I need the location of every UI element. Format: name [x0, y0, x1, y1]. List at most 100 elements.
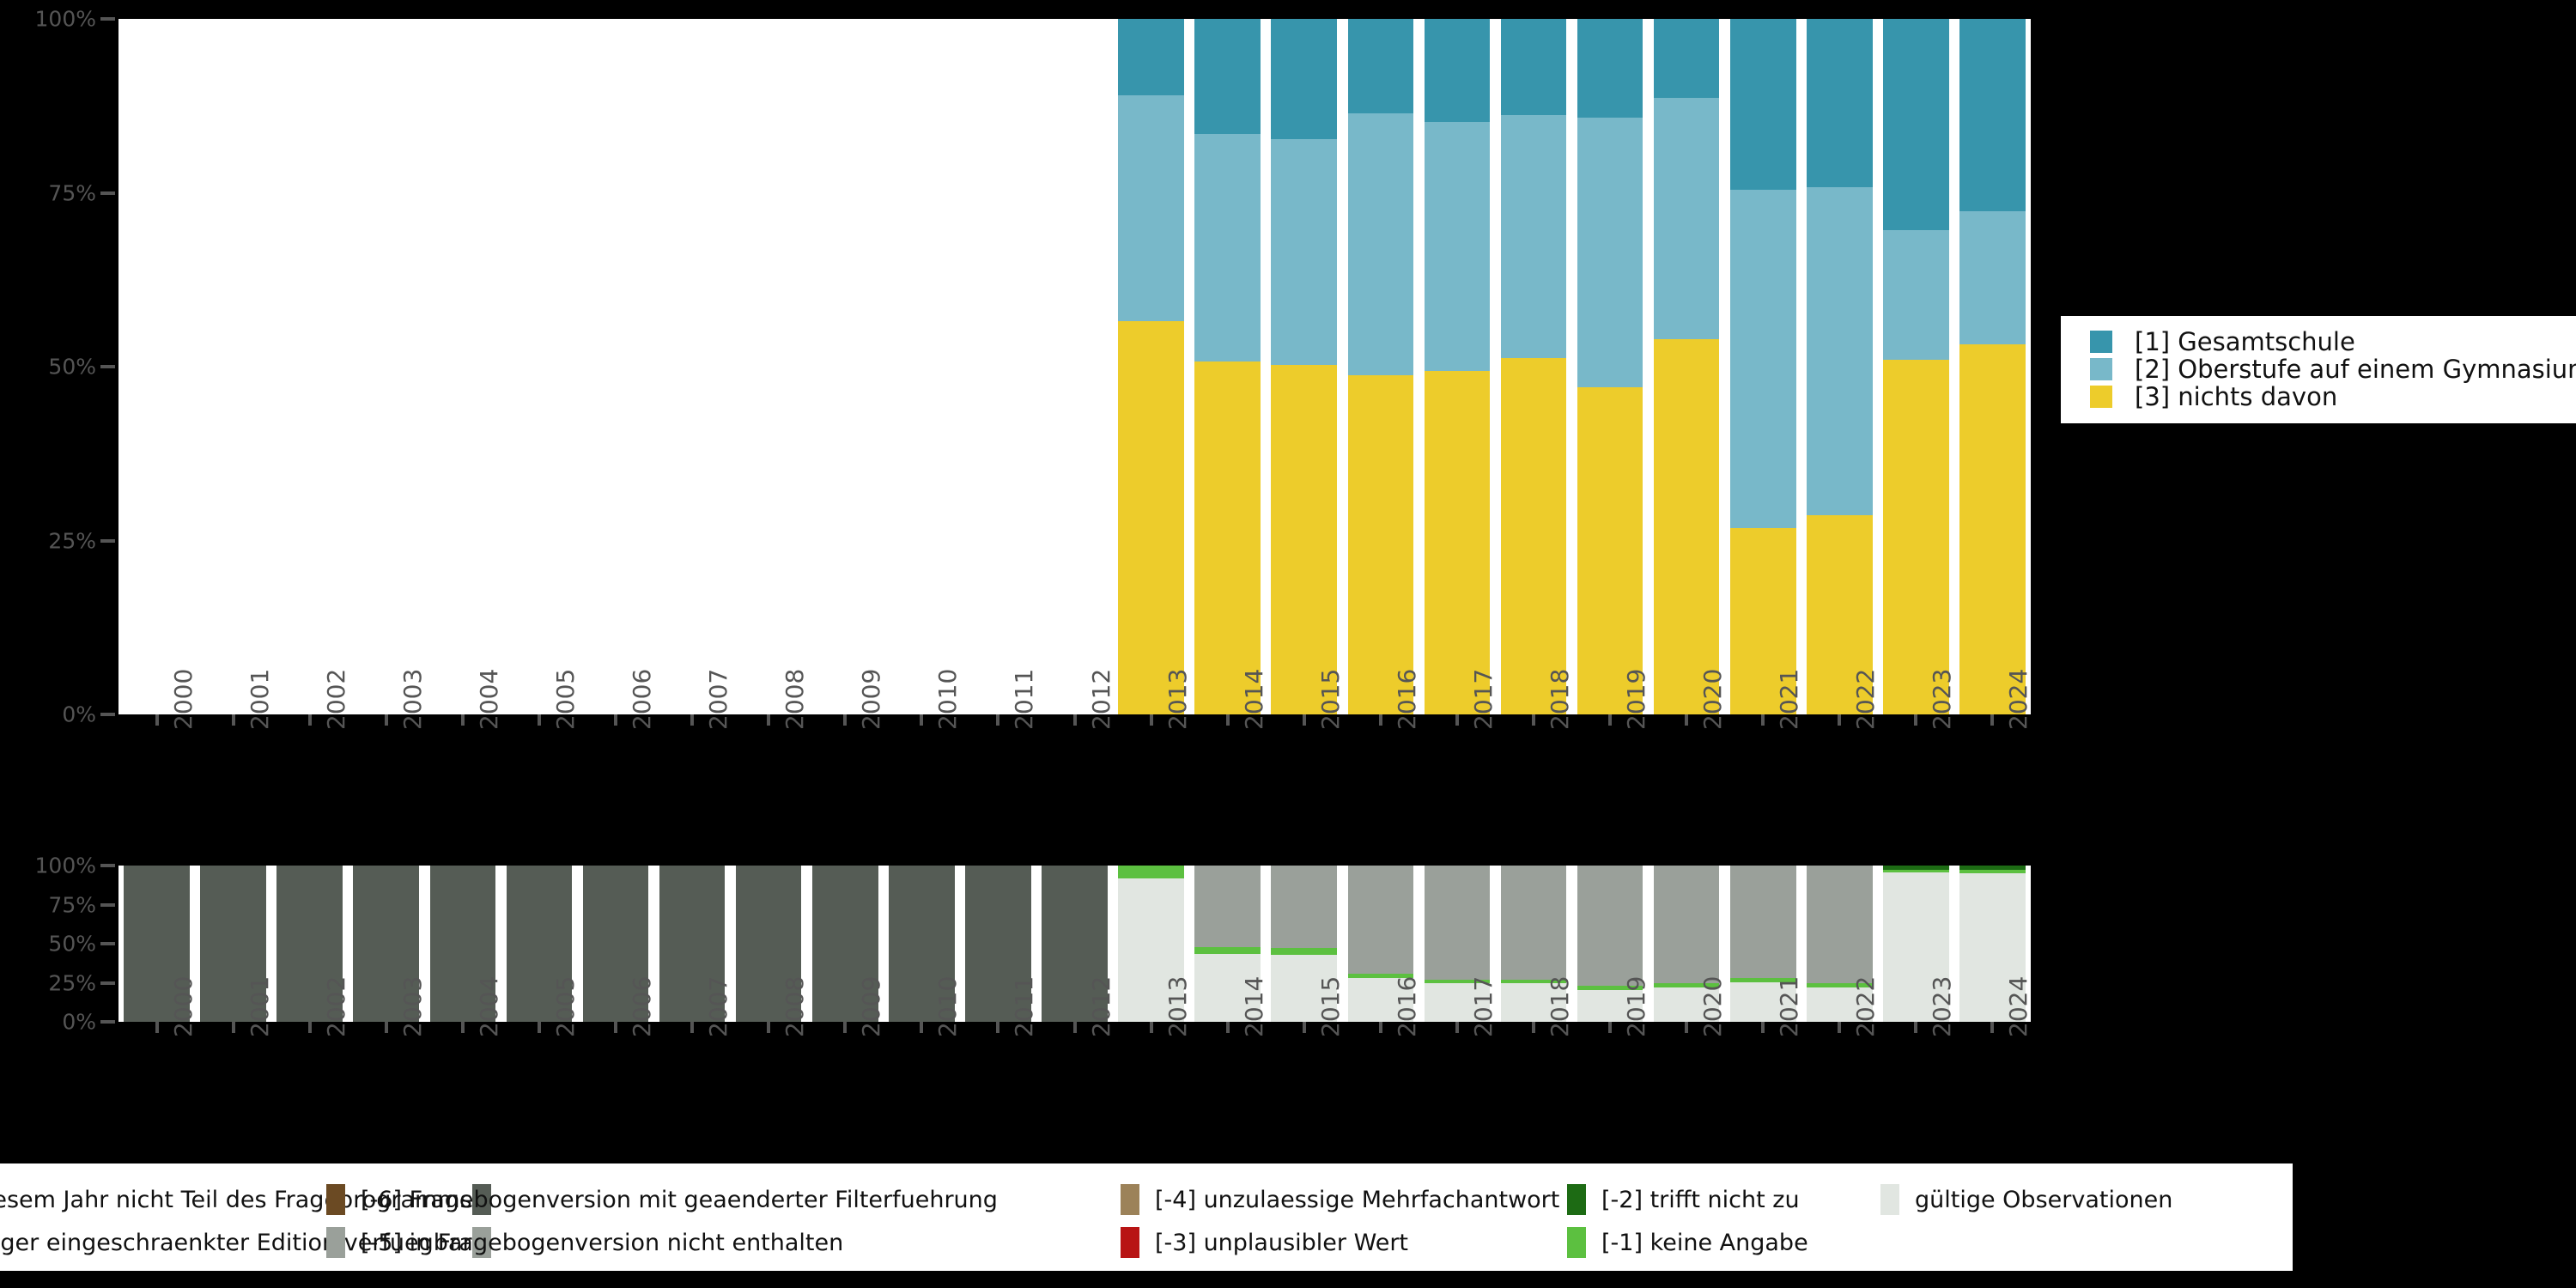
- legend-swatch-icon: [2090, 386, 2112, 408]
- y-tick-mark: [100, 902, 115, 907]
- missing-bar-segment: [735, 866, 802, 1022]
- missing-bar-segment: [811, 866, 878, 1022]
- missing-bar-segment: [1347, 866, 1414, 974]
- missing-bar-2003: [353, 866, 420, 1022]
- bar-segment: [1118, 95, 1184, 321]
- missing-plot-area: [118, 866, 2031, 1022]
- x-tick-mark: [537, 1022, 541, 1033]
- bar-segment: [1347, 113, 1414, 375]
- missing-legend-item[interactable]: [-3] unplausibler Wert: [1121, 1225, 1408, 1260]
- x-tick-label: 2019: [1622, 668, 1651, 730]
- x-tick-mark: [614, 714, 618, 726]
- x-tick-mark: [843, 1022, 848, 1033]
- bar-segment: [1729, 527, 1796, 714]
- missing-bar-segment: [1347, 978, 1414, 1022]
- missing-legend-item[interactable]: Frage in diesem Jahr nicht Teil des Frag…: [0, 1182, 491, 1217]
- legend-swatch-icon: [1567, 1184, 1586, 1215]
- x-tick-mark: [1455, 1022, 1459, 1033]
- x-tick-mark: [1990, 1022, 1995, 1033]
- missing-legend-label: gültige Observationen: [1915, 1186, 2173, 1213]
- missing-bar-segment: [1500, 866, 1567, 980]
- missing-bar-segment: [1729, 978, 1796, 982]
- y-tick-mark: [100, 365, 115, 368]
- bar-segment: [1271, 139, 1338, 365]
- x-tick-label: 2012: [1086, 668, 1115, 730]
- x-tick-mark: [1761, 1022, 1765, 1033]
- bar-segment: [1577, 19, 1643, 118]
- bar-2016: [1347, 19, 1414, 714]
- x-tick-label: 2012: [1086, 975, 1115, 1037]
- missing-bar-2020: [1653, 866, 1720, 1022]
- missing-bar-segment: [1424, 983, 1491, 1022]
- missing-bar-segment: [1653, 983, 1720, 987]
- series-legend-item[interactable]: [2] Oberstufe auf einem Gymnasium: [2061, 355, 2576, 384]
- x-tick-mark: [1378, 1022, 1382, 1033]
- missing-legend-item[interactable]: [-1] keine Angabe: [1567, 1225, 1808, 1260]
- missing-bar-segment: [1424, 866, 1491, 980]
- x-tick-label: 2003: [398, 668, 427, 730]
- missing-bar-2019: [1577, 866, 1643, 1022]
- x-tick-label: 2015: [1315, 668, 1345, 730]
- missing-bar-segment: [1577, 986, 1643, 990]
- y-tick-mark: [100, 538, 115, 543]
- legend-swatch-icon: [1567, 1227, 1586, 1258]
- x-tick-mark: [1531, 1022, 1535, 1033]
- series-legend-item[interactable]: [3] nichts davon: [2061, 382, 2576, 411]
- main-y-axis: 0% 25% 50% 75% 100%: [0, 7, 118, 727]
- x-tick-label: 2000: [168, 668, 197, 730]
- series-legend-item[interactable]: [1] Gesamtschule: [2061, 327, 2576, 356]
- y-tick-label: 75%: [48, 180, 96, 205]
- missing-y-axis: 0% 25% 50% 75% 100%: [0, 854, 118, 1035]
- missing-bar-2024: [1959, 866, 2026, 1022]
- missing-legend-label: Frage in diesem Jahr nicht Teil des Frag…: [0, 1186, 472, 1213]
- main-chart-panel: [118, 19, 2031, 714]
- series-legend-label: [2] Oberstufe auf einem Gymnasium: [2135, 355, 2576, 384]
- missing-bar-segment: [200, 866, 266, 1022]
- bar-segment: [1194, 19, 1261, 135]
- x-tick-mark: [767, 1022, 771, 1033]
- legend-swatch-icon: [2090, 331, 2112, 353]
- x-tick-mark: [1072, 1022, 1077, 1033]
- bar-2017: [1424, 19, 1491, 714]
- legend-swatch-icon: [1880, 1184, 1899, 1215]
- y-tick-mark: [100, 1020, 115, 1024]
- bar-2014: [1194, 19, 1261, 714]
- legend-swatch-icon: [1121, 1227, 1139, 1258]
- missing-bar-segment: [1271, 947, 1338, 955]
- x-tick-mark: [1072, 714, 1077, 726]
- missing-bar-2001: [200, 866, 266, 1022]
- x-tick-label: 2020: [1698, 975, 1728, 1037]
- x-tick-mark: [1990, 714, 1995, 726]
- missing-legend-item[interactable]: nur in weniger eingeschraenkter Edition …: [0, 1225, 491, 1260]
- x-tick-mark: [843, 714, 848, 726]
- x-tick-mark: [1149, 1022, 1153, 1033]
- bar-segment: [1194, 134, 1261, 361]
- missing-bar-2018: [1500, 866, 1567, 1022]
- x-tick-label: 2023: [1928, 975, 1957, 1037]
- missing-values-legend: Frage in diesem Jahr nicht Teil des Frag…: [0, 1163, 2293, 1271]
- bar-2023: [1883, 19, 1949, 714]
- missing-legend-item[interactable]: [-2] trifft nicht zu: [1567, 1182, 1800, 1217]
- missing-bar-2013: [1118, 866, 1184, 1022]
- missing-bar-segment: [1500, 979, 1567, 984]
- y-tick-mark: [100, 191, 115, 195]
- missing-legend-item[interactable]: [-4] unzulaessige Mehrfachantwort: [1121, 1182, 1559, 1217]
- x-tick-label: 2009: [857, 668, 886, 730]
- bar-segment: [1577, 387, 1643, 714]
- legend-swatch-icon: [2090, 358, 2112, 380]
- missing-legend-item[interactable]: [-6] Fragebogenversion mit geaenderter F…: [326, 1182, 998, 1217]
- x-tick-mark: [1225, 714, 1230, 726]
- x-tick-mark: [1455, 714, 1459, 726]
- x-tick-mark: [307, 1022, 312, 1033]
- y-tick-label: 75%: [48, 892, 96, 917]
- missing-legend-grid: Frage in diesem Jahr nicht Teil des Frag…: [0, 1163, 2293, 1271]
- legend-swatch-icon: [326, 1227, 345, 1258]
- x-tick-mark: [1685, 1022, 1689, 1033]
- bar-segment: [1883, 359, 1949, 714]
- missing-legend-item[interactable]: gültige Observationen: [1880, 1182, 2172, 1217]
- x-tick-mark: [1378, 714, 1382, 726]
- bar-segment: [1347, 19, 1414, 114]
- x-tick-label: 2017: [1468, 975, 1498, 1037]
- x-tick-label: 2004: [474, 975, 503, 1037]
- missing-legend-item[interactable]: [-5] in Fragebogenversion nicht enthalte…: [326, 1225, 843, 1260]
